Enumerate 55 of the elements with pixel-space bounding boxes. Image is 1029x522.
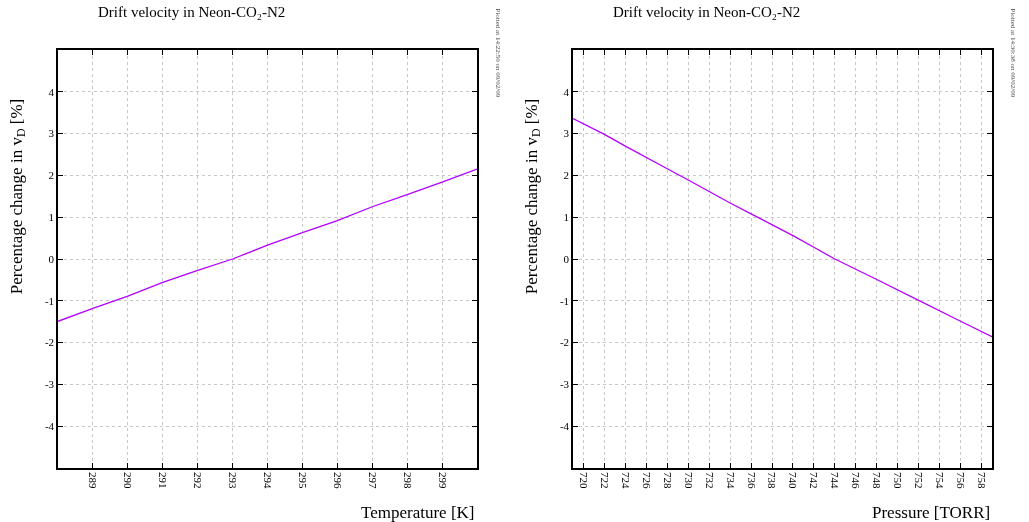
y-tick-label: -2 (44, 336, 55, 349)
y-tick-label: -2 (559, 336, 570, 349)
y-tick-label: -4 (559, 420, 570, 433)
x-tick-label: 738 (766, 471, 779, 489)
y-tick-label: -3 (44, 378, 55, 391)
x-tick-label: 734 (724, 471, 737, 489)
x-tick-label: 294 (261, 471, 274, 489)
y-tick-label: 2 (563, 169, 570, 182)
line-series (573, 117, 992, 338)
x-tick-label: 290 (122, 471, 135, 489)
x-tick-label: 752 (913, 471, 926, 489)
x-tick-label: 756 (954, 471, 967, 489)
x-tick-label: 292 (192, 471, 205, 489)
y-tick-label: 4 (48, 85, 55, 98)
x-tick-label: 299 (436, 471, 449, 489)
y-tick-label: -1 (44, 294, 55, 307)
x-tick-label: 740 (787, 471, 800, 489)
x-tick-label: 293 (227, 471, 240, 489)
x-tick-label: 742 (808, 471, 821, 489)
y-tick-label: -3 (559, 378, 570, 391)
x-tick-label: 744 (829, 471, 842, 489)
y-tick-label: 0 (563, 252, 570, 265)
x-axis-title: Temperature [K] (361, 503, 475, 522)
x-tick-label: 297 (366, 471, 379, 489)
x-tick-label: 750 (892, 471, 905, 489)
x-tick-label: 291 (157, 471, 170, 489)
y-tick-label: 4 (563, 85, 570, 98)
x-tick-label: 758 (975, 471, 988, 489)
x-tick-label: 296 (331, 471, 344, 489)
x-tick-label: 720 (577, 471, 590, 489)
x-tick-label: 298 (401, 471, 414, 489)
y-tick-label: 2 (48, 169, 55, 182)
x-tick-label: 289 (87, 471, 100, 489)
x-tick-label: 295 (296, 471, 309, 489)
y-tick-label: 1 (48, 211, 55, 224)
y-tick-label: 3 (563, 127, 570, 140)
x-tick-label: 736 (745, 471, 758, 489)
y-tick-label: -4 (44, 420, 55, 433)
x-tick-label: 748 (871, 471, 884, 489)
y-tick-label: 1 (563, 211, 570, 224)
x-axis-title: Pressure [TORR] (872, 503, 991, 522)
line-series (58, 168, 477, 322)
y-tick-label: 3 (48, 127, 55, 140)
chart-title: Drift velocity in Neon-CO₂-N2 (613, 4, 801, 20)
chart-title: Drift velocity in Neon-CO₂-N2 (98, 4, 286, 20)
x-tick-label: 724 (619, 471, 632, 489)
x-tick-label: 746 (850, 471, 863, 489)
x-tick-label: 730 (682, 471, 695, 489)
y-tick-label: 0 (48, 252, 55, 265)
y-tick-label: -1 (559, 294, 570, 307)
x-tick-label: 754 (934, 471, 947, 489)
x-tick-label: 732 (703, 471, 716, 489)
x-tick-label: 722 (598, 471, 611, 489)
x-tick-label: 726 (640, 471, 653, 489)
x-tick-label: 728 (661, 471, 674, 489)
